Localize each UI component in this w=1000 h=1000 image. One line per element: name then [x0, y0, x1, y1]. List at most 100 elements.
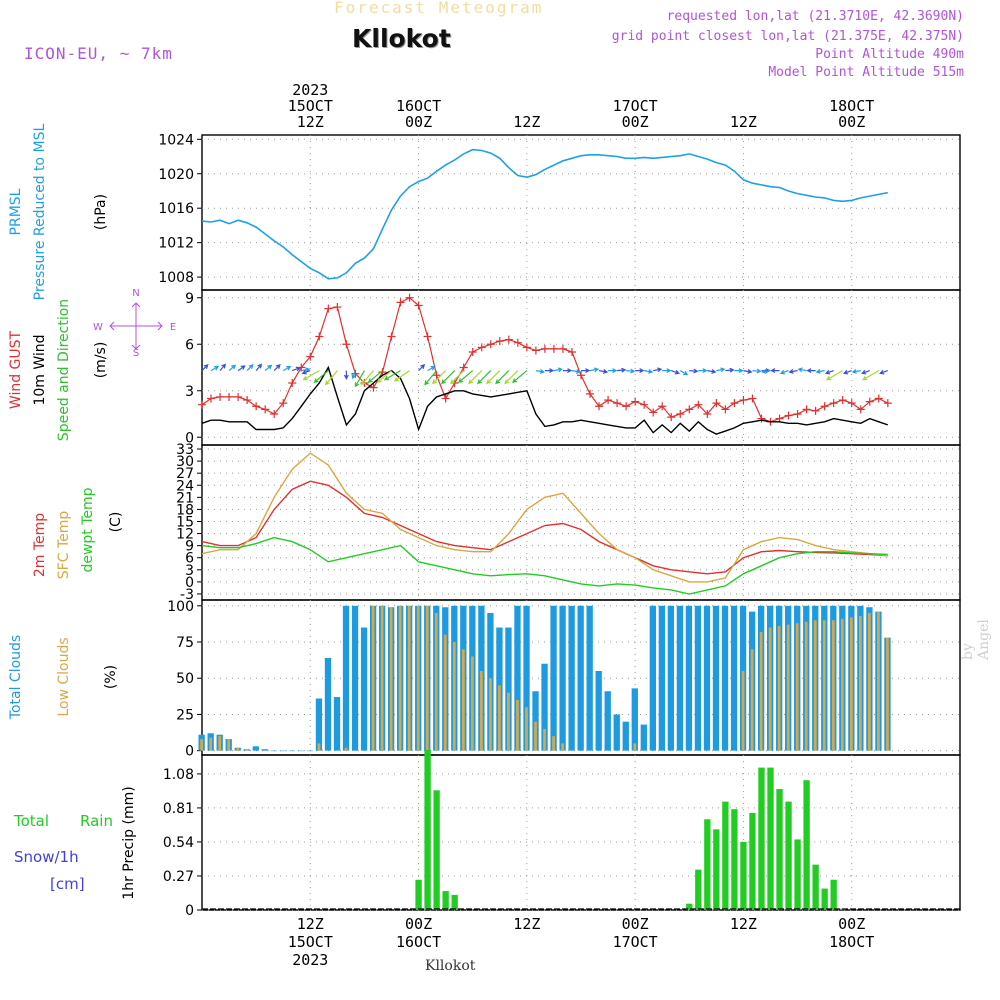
low-cloud-bar [840, 618, 844, 751]
wind-direction-arrow [535, 369, 545, 374]
wind-direction-arrow [788, 369, 798, 374]
gust-marker [198, 400, 206, 409]
rain-bar [785, 801, 792, 910]
gust-marker [712, 399, 721, 408]
wind-direction-arrow [354, 370, 365, 388]
gust-marker [549, 344, 558, 353]
gust-marker [333, 303, 342, 312]
wind-ytick-label: 6 [185, 337, 194, 353]
gust-marker [730, 399, 739, 408]
wind-direction-arrow [843, 369, 852, 375]
wind-direction-arrow [450, 370, 465, 385]
total-cloud-bar [279, 750, 287, 752]
station-title: Kllokot [352, 24, 451, 53]
low-cloud-bar [471, 656, 474, 751]
x-tick-bottom-label: 00Z [622, 915, 649, 933]
total-cloud-bar [721, 605, 729, 751]
gust-marker [216, 392, 225, 401]
total-cloud-bar [631, 688, 638, 751]
total-cloud-bar [252, 746, 259, 751]
wind-direction-arrow [644, 369, 654, 374]
low-cloud-bar [498, 685, 501, 751]
total-cloud-bar [622, 721, 629, 751]
rain-bar [821, 888, 828, 910]
wind-direction-arrow [662, 368, 672, 374]
wind-direction-arrow [376, 370, 392, 383]
gust-line [201, 297, 889, 423]
low-cloud-bar [750, 649, 754, 751]
total-cloud-bar [730, 605, 738, 751]
low-cloud-bar [786, 624, 790, 751]
total-cloud-bar [360, 627, 368, 751]
x-tick-bottom-label: 00Z [838, 915, 865, 933]
low-cloud-bar [434, 613, 438, 751]
gust-marker [225, 392, 234, 401]
gust-marker [685, 405, 694, 414]
wind-direction-arrow [210, 365, 220, 372]
total-cloud-bar [351, 605, 359, 751]
pressure-ytick-label: 1012 [158, 236, 194, 252]
low-cloud-bar [398, 605, 402, 751]
temp-sfc-line [201, 452, 888, 583]
low-cloud-bar [759, 631, 763, 751]
gust-marker [874, 394, 883, 403]
wind-ytick-label: 0 [185, 430, 194, 446]
gust-marker [856, 405, 865, 414]
pressure-ytick-label: 1008 [158, 270, 194, 286]
temperature-ytick-label: 6 [185, 551, 194, 567]
temperature-frame [201, 444, 961, 601]
x-tick-top-label: 12Z [297, 113, 324, 131]
low-cloud-bar [480, 670, 483, 751]
x-tick-top-label: 15OCT [288, 97, 333, 115]
x-tick-bottom-label: 16OCT [396, 933, 441, 951]
gust-marker [414, 301, 423, 310]
wind-direction-arrow [302, 370, 320, 381]
clouds-ytick-label: 50 [176, 671, 194, 687]
temperature-ytick-label: 30 [176, 454, 194, 470]
wind-direction-arrow [313, 370, 329, 383]
total-cloud-bar [658, 605, 666, 751]
wind-direction-arrow [201, 364, 209, 372]
temperature-ytick-label: 12 [176, 527, 194, 543]
gust-marker [540, 344, 549, 353]
gust-marker [703, 410, 712, 418]
total-cloud-bar [568, 605, 575, 751]
gust-marker [261, 405, 270, 414]
precip-ytick-label: 0.54 [163, 835, 194, 851]
total-cloud-bar [514, 605, 521, 751]
precip-frame [201, 754, 961, 911]
compass-w: W [93, 322, 103, 333]
gust-marker [865, 397, 874, 406]
rain-bar [812, 864, 819, 910]
wind-direction-arrow [544, 368, 555, 374]
x-tick-bottom-label: 12Z [297, 915, 324, 933]
rain-bar [740, 841, 747, 910]
low-cloud-bar [768, 627, 772, 751]
temperature-ytick-label: 3 [185, 563, 194, 579]
wind-direction-arrow [879, 369, 889, 375]
wind-direction-arrow [806, 368, 816, 374]
rain-bar [442, 891, 449, 910]
gust-marker [522, 343, 531, 352]
rain-bar [695, 869, 702, 910]
wind-direction-arrow [432, 370, 447, 385]
low-cloud-bar [633, 743, 637, 751]
total-cloud-bar [712, 605, 720, 751]
wind-direction-arrow [862, 370, 880, 381]
gust-marker [513, 338, 522, 347]
low-cloud-bar [507, 692, 510, 751]
total-cloud-bar [288, 750, 296, 752]
gust-marker [748, 394, 757, 403]
wind-direction-arrow [553, 367, 564, 373]
wind-direction-arrow [725, 367, 735, 373]
temperature-ytick-label: 18 [176, 502, 194, 518]
gust-marker [315, 332, 324, 341]
x-tick-bottom-label: 12Z [513, 915, 540, 933]
x-tick-top-label: 00Z [622, 113, 649, 131]
x-tick-bottom-label: 17OCT [613, 933, 658, 951]
clouds-ytick-label: 75 [176, 635, 194, 651]
temperature-ytick-label: 0 [185, 575, 194, 591]
low-cloud-bar [804, 621, 808, 751]
wind-direction-arrow [707, 369, 717, 374]
temp-2m-line [201, 480, 888, 575]
